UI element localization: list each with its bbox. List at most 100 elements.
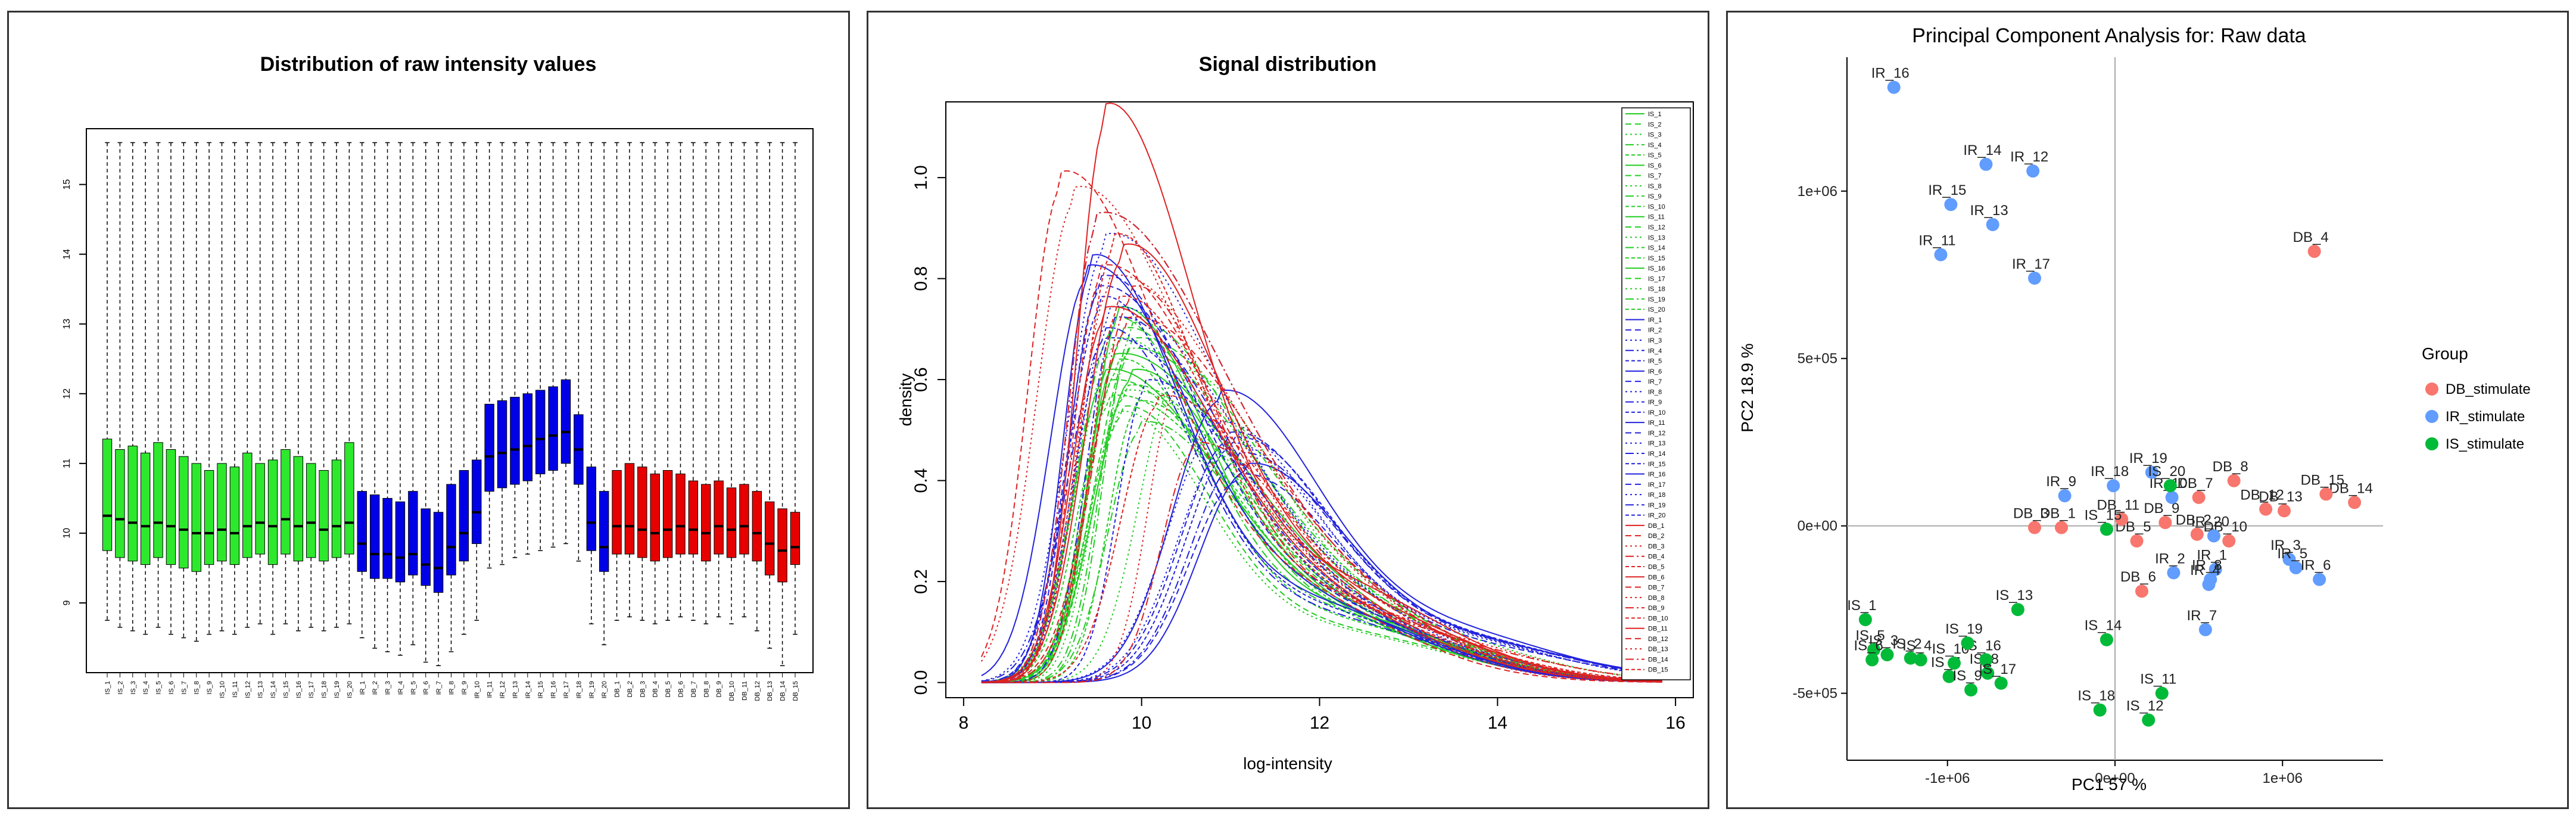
pca-point-label: IS_11 [2140, 671, 2176, 688]
density-xtick-label: 16 [1665, 713, 1685, 733]
density-curve-DB_6 [981, 243, 1662, 683]
pca-point-label: IR_2 [2155, 551, 2185, 567]
boxplot-chart: Distribution of raw intensity values 9 10… [62, 53, 814, 701]
boxplot-xtick-label: IR_12 [499, 681, 506, 698]
pca-point-label: IR_8 [2192, 558, 2222, 574]
density-curve-IR_13 [981, 441, 1662, 683]
density-curve-IR_7 [981, 285, 1662, 683]
pca-ytick-label: 0e+00 [1798, 518, 1837, 534]
density-legend-label: IR_5 [1648, 358, 1662, 365]
pca-xtick-label: 1e+06 [2263, 770, 2303, 786]
pca-point-IR_20 [2207, 529, 2220, 543]
pca-point-IR_14 [1979, 157, 1993, 171]
pca-point-IS_18 [2093, 703, 2107, 717]
pca-point-label: IS_2 [1892, 636, 1921, 652]
pca-point-label: IR_15 [1928, 182, 1966, 198]
density-legend-label: IR_15 [1648, 461, 1665, 468]
pca-ytick-label: 5e+05 [1798, 351, 1837, 367]
density-legend-label: IS_11 [1648, 214, 1665, 221]
density-curve-IR_5 [981, 296, 1662, 683]
density-ytick-label: 0.8 [911, 266, 931, 291]
boxplot-xtick-label: IR_10 [474, 681, 481, 698]
pca-point-IR_17 [2028, 271, 2041, 285]
pca-point-IS_17 [1994, 676, 2008, 690]
pca-point-IR_11 [1934, 248, 1948, 262]
pca-point-DB_2 [2190, 527, 2204, 541]
density-curve-IR_3 [981, 232, 1662, 682]
boxplot-xtick-label: DB_5 [665, 681, 672, 698]
density-legend-label: IS_17 [1648, 275, 1665, 282]
density-curve-IS_20 [981, 394, 1662, 683]
boxplot-xtick-label: DB_9 [716, 681, 723, 698]
density-legend-label: IS_8 [1648, 183, 1662, 190]
pca-point-DB_6 [2135, 584, 2148, 598]
density-legend-label: DB_2 [1648, 533, 1665, 540]
pca-point-DB_11 [2115, 512, 2129, 526]
pca-point-IR_5 [2289, 561, 2303, 574]
box-DB_14 [777, 508, 787, 583]
pca-point-IS_6 [1865, 653, 1879, 667]
pca-title: Principal Component Analysis for: Raw da… [1912, 24, 2306, 47]
box-IR_11 [484, 403, 494, 492]
box-IS_13 [255, 463, 265, 555]
density-legend-label: IS_10 [1648, 203, 1665, 210]
box-DB_4 [650, 473, 660, 562]
pca-point-label: IR_12 [2010, 149, 2048, 165]
box-IR_8 [446, 484, 456, 576]
boxplot-xtick-label: IS_20 [346, 681, 353, 698]
boxplot-xtick-label: DB_15 [792, 681, 799, 701]
pca-point-IR_6 [2313, 573, 2326, 586]
density-ytick-label: 0.0 [911, 670, 931, 695]
density-curve-IR_16 [981, 462, 1662, 683]
boxplot-xtick-label: IS_9 [206, 681, 213, 695]
pca-point-IS_8 [1981, 666, 1995, 680]
density-legend-label: IS_6 [1648, 162, 1662, 169]
density-curve-IS_13 [981, 410, 1662, 683]
box-DB_2 [624, 463, 635, 555]
density-legend-label: IR_3 [1648, 337, 1662, 344]
pca-point-label: DB_12 [2240, 487, 2284, 503]
density-chart: Signal distribution log-intensity densit… [896, 53, 1694, 773]
density-legend-label: DB_5 [1648, 564, 1665, 571]
density-curve-DB_14 [981, 441, 1662, 683]
pca-point-IR_1 [2209, 562, 2222, 576]
density-legend-label: IR_20 [1648, 512, 1665, 520]
pca-point-label: IR_5 [2277, 546, 2307, 562]
box-IR_19 [586, 467, 596, 551]
pca-point-label: IR_11 [1918, 233, 1955, 249]
pca-point-label: IR_1 [2197, 548, 2227, 564]
density-legend-label: DB_3 [1648, 543, 1665, 550]
density-curve-IS_3 [981, 337, 1662, 683]
density-curve-IR_9 [981, 326, 1662, 683]
density-legend-label: DB_9 [1648, 605, 1665, 612]
pca-point-IS_15 [2100, 523, 2113, 536]
pca-xlabel: PC1 57 % [2072, 775, 2147, 794]
pca-chart: Principal Component Analysis for: Raw da… [1738, 24, 2531, 794]
density-curve-IR_15 [981, 436, 1662, 683]
pca-point-label: IS_5 [1855, 628, 1885, 644]
boxplot-xtick-label: DB_10 [728, 681, 736, 701]
density-curve-IR_11 [981, 389, 1662, 683]
density-curve-IR_17 [981, 473, 1662, 683]
density-title: Signal distribution [1199, 53, 1376, 76]
pca-point-IS_4 [1914, 653, 1927, 667]
density-curve-IR_2 [981, 275, 1662, 683]
density-legend-label: DB_15 [1648, 667, 1668, 674]
density-legend-label: DB_10 [1648, 615, 1668, 622]
box-IR_20 [599, 491, 609, 572]
boxplot-xtick-label: DB_3 [639, 681, 646, 698]
box-IR_2 [369, 495, 380, 579]
box-IR_3 [382, 497, 393, 579]
density-legend-label: IS_7 [1648, 173, 1662, 180]
pca-point-IR_7 [2198, 623, 2212, 636]
pca-legend-label: DB_stimulate [2446, 381, 2531, 397]
box-IS_19 [331, 459, 342, 558]
pca-legend-label: IR_stimulate [2446, 409, 2525, 425]
pca-point-IS_14 [2100, 633, 2113, 646]
density-legend-label: IR_9 [1648, 399, 1662, 406]
density-xtick-label: 10 [1132, 713, 1151, 733]
density-legend-label: IS_16 [1648, 265, 1665, 272]
pca-point-IS_3 [1880, 648, 1894, 661]
pca-ytick-label: -5e+05 [1793, 686, 1837, 702]
boxplot-xtick-label: DB_12 [754, 681, 761, 701]
